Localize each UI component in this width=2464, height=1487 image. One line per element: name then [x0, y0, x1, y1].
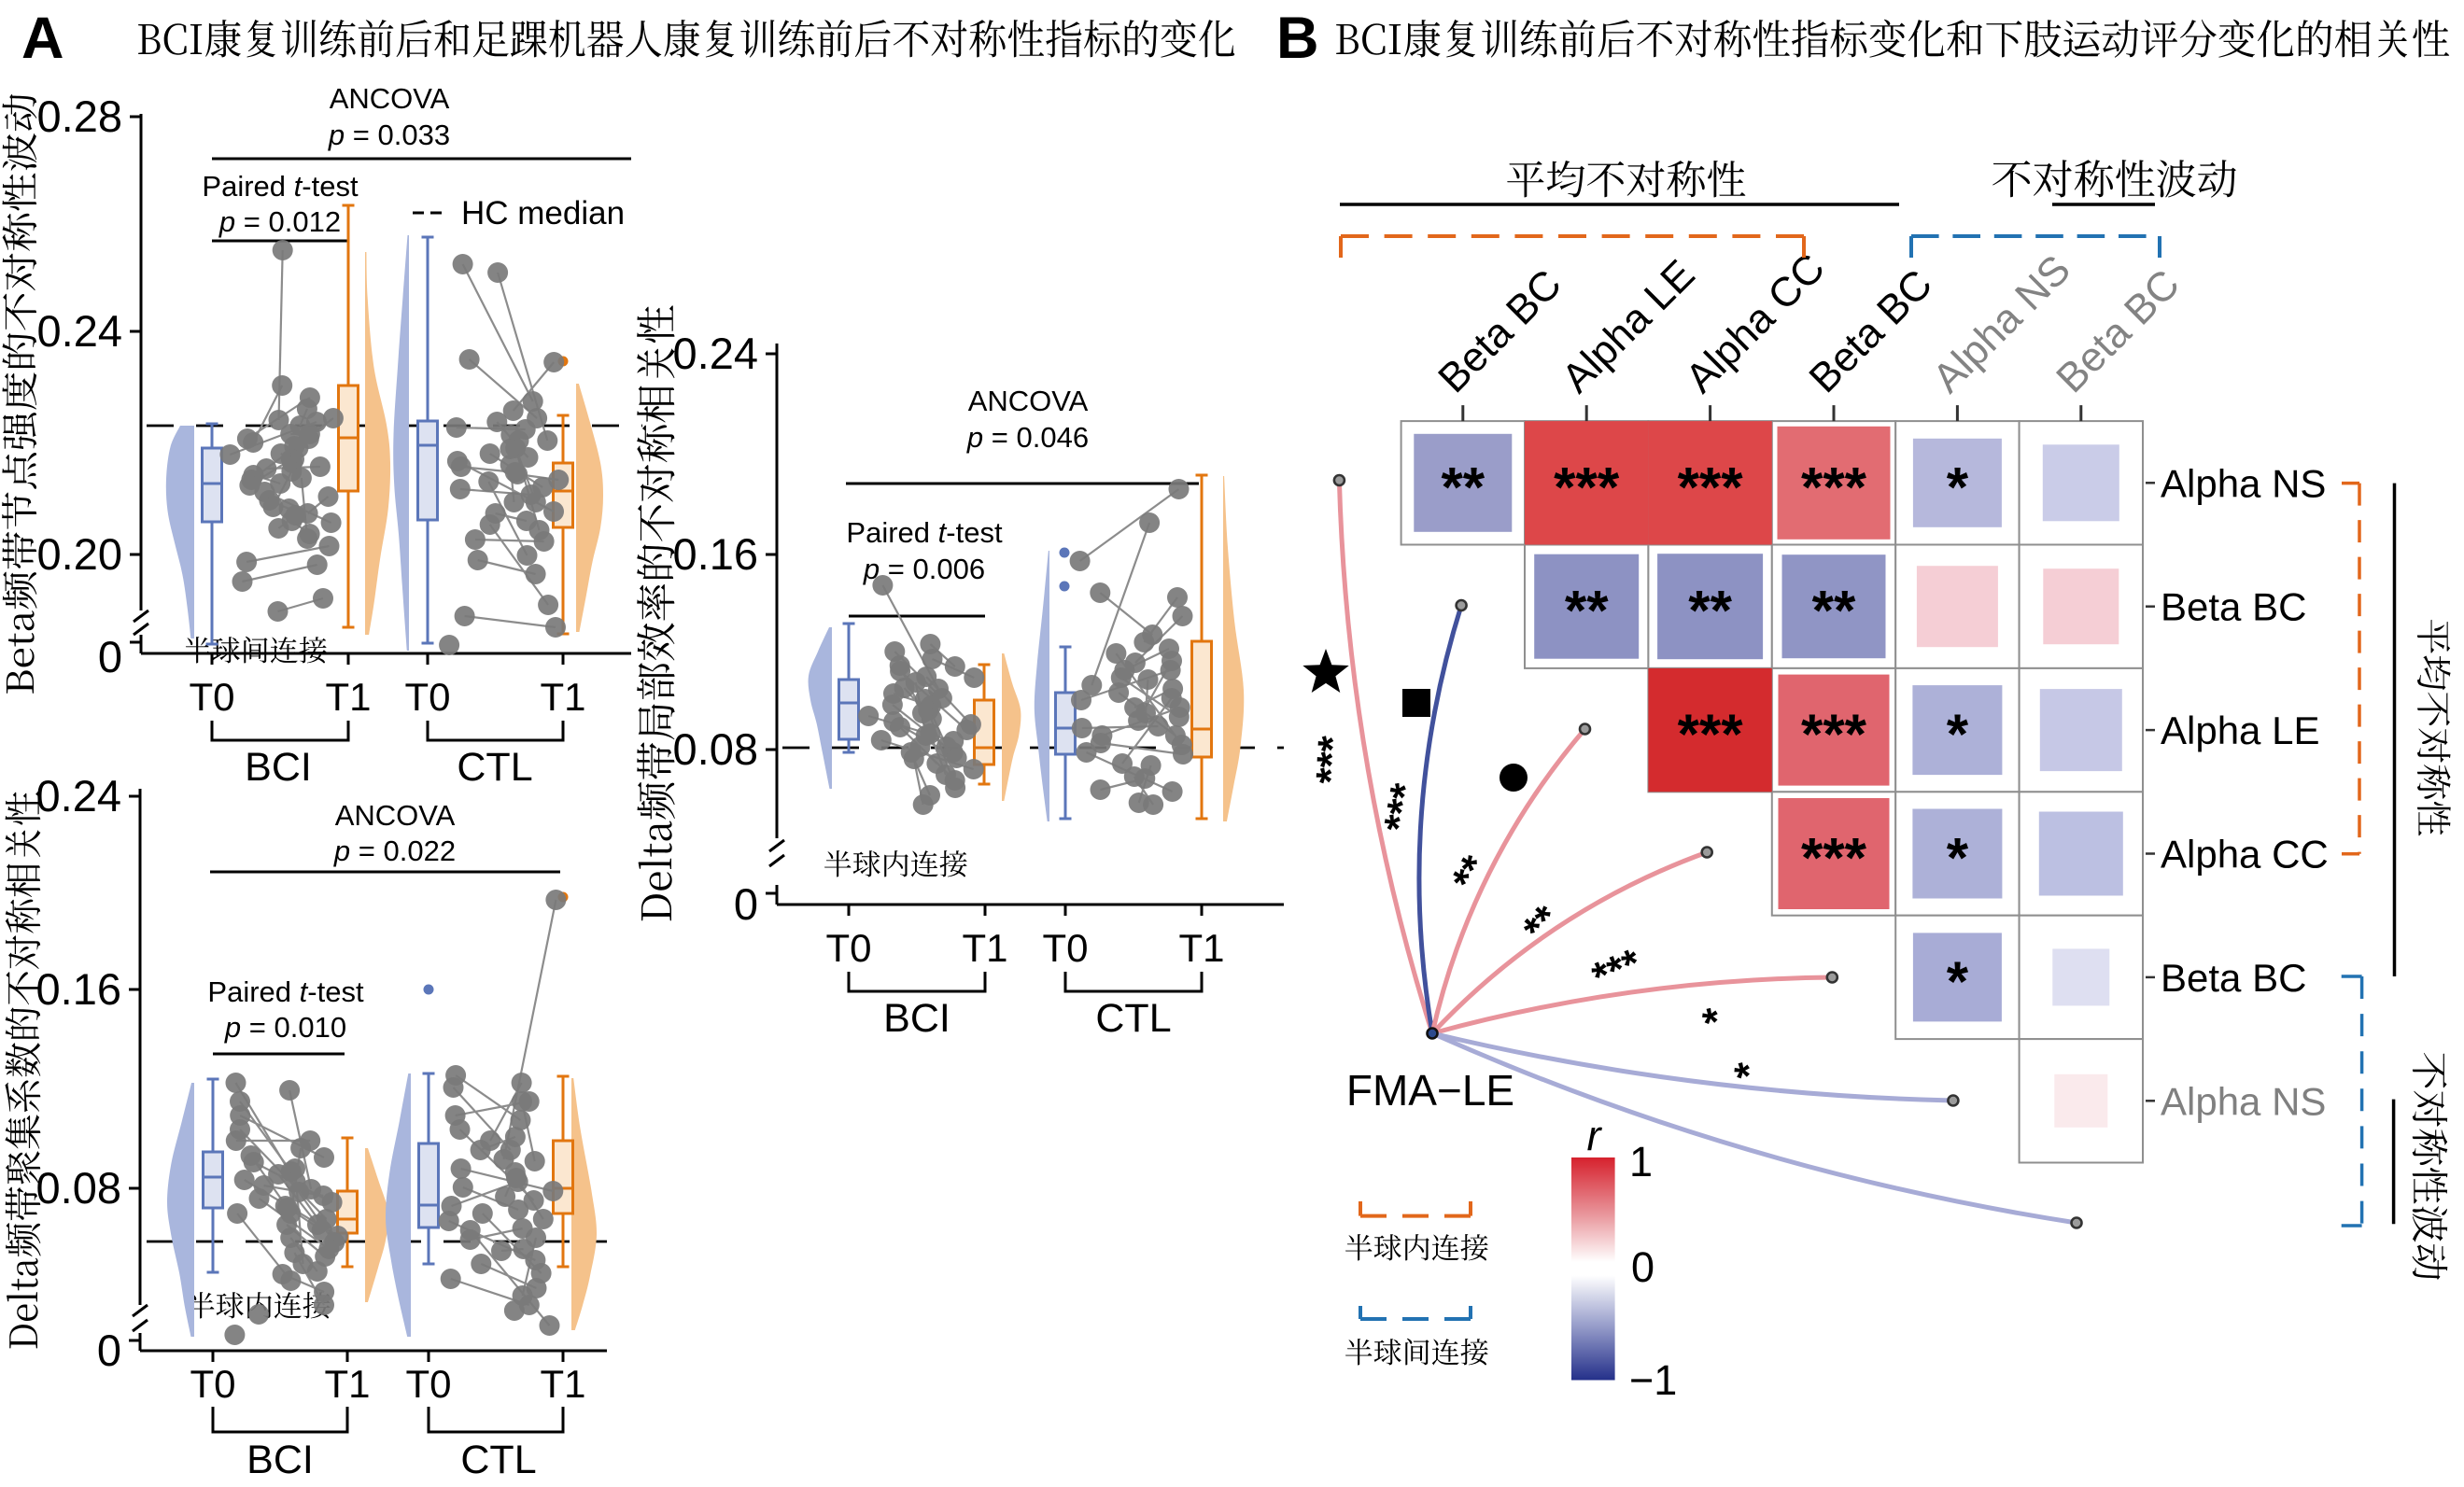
- svg-text:0: 0: [97, 1326, 121, 1375]
- svg-text:T1: T1: [540, 1362, 585, 1406]
- svg-text:HC median: HC median: [461, 195, 625, 231]
- svg-text:T0: T0: [825, 926, 871, 970]
- svg-text:***: ***: [1801, 703, 1867, 765]
- svg-text:0.28: 0.28: [37, 91, 122, 141]
- svg-text:***: ***: [1801, 456, 1867, 518]
- svg-text:T1: T1: [324, 1362, 370, 1406]
- svg-text:T1: T1: [325, 675, 371, 719]
- svg-text:ANCOVA: ANCOVA: [968, 385, 1089, 417]
- svg-text:*: *: [1947, 950, 1969, 1013]
- svg-text:Alpha LE: Alpha LE: [2161, 708, 2319, 752]
- svg-text:**: **: [1441, 456, 1485, 518]
- svg-text:***: ***: [1801, 827, 1867, 890]
- svg-text:p = 0.033: p = 0.033: [328, 119, 450, 151]
- svg-text:T0: T0: [405, 1362, 451, 1406]
- svg-text:T1: T1: [1178, 926, 1224, 970]
- svg-text:**: **: [1688, 580, 1732, 642]
- svg-text:p = 0.012: p = 0.012: [218, 205, 341, 238]
- svg-text:Beta BC: Beta BC: [2161, 585, 2306, 629]
- svg-text:1: 1: [1629, 1138, 1653, 1185]
- svg-text:CTL: CTL: [1095, 996, 1171, 1041]
- svg-text:Beta BC: Beta BC: [2161, 956, 2306, 1000]
- svg-text:p = 0.046: p = 0.046: [966, 421, 1089, 454]
- svg-text:T0: T0: [404, 675, 450, 719]
- svg-text:**: **: [1812, 580, 1856, 642]
- svg-text:BCI: BCI: [245, 745, 312, 790]
- svg-text:Paired t-test: Paired t-test: [207, 975, 364, 1008]
- svg-text:Paired t-test: Paired t-test: [846, 516, 1003, 549]
- svg-text:p = 0.010: p = 0.010: [224, 1011, 346, 1044]
- svg-text:T1: T1: [962, 926, 1007, 970]
- svg-text:***: ***: [1678, 456, 1744, 518]
- svg-text:p = 0.006: p = 0.006: [863, 553, 985, 585]
- svg-text:0.08: 0.08: [36, 1163, 121, 1213]
- svg-text:0: 0: [734, 879, 758, 929]
- svg-text:*: *: [1947, 827, 1969, 890]
- svg-text:Paired t-test: Paired t-test: [202, 170, 359, 203]
- svg-text:Alpha CC: Alpha CC: [2161, 833, 2329, 877]
- svg-text:***: ***: [1375, 779, 1429, 835]
- svg-text:0.16: 0.16: [673, 529, 758, 579]
- svg-text:**: **: [1565, 580, 1609, 642]
- svg-text:BCI: BCI: [883, 996, 950, 1041]
- svg-text:0.20: 0.20: [37, 529, 122, 579]
- svg-text:0.24: 0.24: [36, 771, 121, 821]
- svg-text:T0: T0: [189, 675, 234, 719]
- svg-text:0.16: 0.16: [36, 964, 121, 1014]
- svg-text:***: ***: [1554, 456, 1620, 518]
- svg-text:***: ***: [1308, 734, 1357, 785]
- svg-text:0.08: 0.08: [673, 724, 758, 774]
- svg-text:T1: T1: [540, 675, 585, 719]
- svg-text:Alpha NS: Alpha NS: [2161, 1079, 2326, 1123]
- svg-text:ANCOVA: ANCOVA: [330, 82, 450, 115]
- svg-text:r: r: [1587, 1112, 1603, 1159]
- svg-text:T0: T0: [190, 1362, 235, 1406]
- svg-text:A: A: [21, 6, 64, 71]
- svg-text:0.24: 0.24: [673, 329, 758, 378]
- svg-text:*: *: [1947, 703, 1969, 765]
- svg-text:Alpha NS: Alpha NS: [2161, 461, 2326, 505]
- svg-text:p = 0.022: p = 0.022: [333, 835, 456, 867]
- svg-text:0.24: 0.24: [37, 306, 122, 356]
- svg-text:BCI: BCI: [246, 1438, 314, 1482]
- svg-text:−1: −1: [1629, 1356, 1677, 1404]
- svg-text:FMA−LE: FMA−LE: [1346, 1066, 1514, 1115]
- svg-text:CTL: CTL: [457, 745, 532, 790]
- svg-text:***: ***: [1678, 703, 1744, 765]
- svg-text:0: 0: [1631, 1243, 1654, 1291]
- svg-text:0: 0: [98, 632, 122, 681]
- svg-text:*: *: [1947, 456, 1969, 518]
- svg-text:T0: T0: [1042, 926, 1088, 970]
- svg-text:ANCOVA: ANCOVA: [335, 799, 456, 832]
- svg-text:B: B: [1276, 6, 1319, 71]
- svg-text:CTL: CTL: [460, 1438, 536, 1482]
